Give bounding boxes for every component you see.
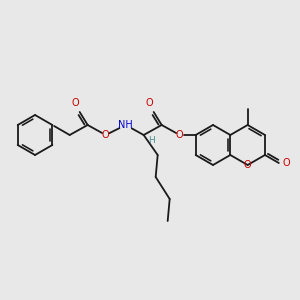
Text: O: O: [72, 98, 80, 108]
Text: O: O: [283, 158, 290, 168]
Text: O: O: [146, 98, 154, 108]
Text: NH: NH: [118, 120, 133, 130]
Text: O: O: [176, 130, 183, 140]
Text: O: O: [244, 160, 251, 170]
Text: H: H: [148, 136, 154, 145]
Text: O: O: [102, 130, 110, 140]
